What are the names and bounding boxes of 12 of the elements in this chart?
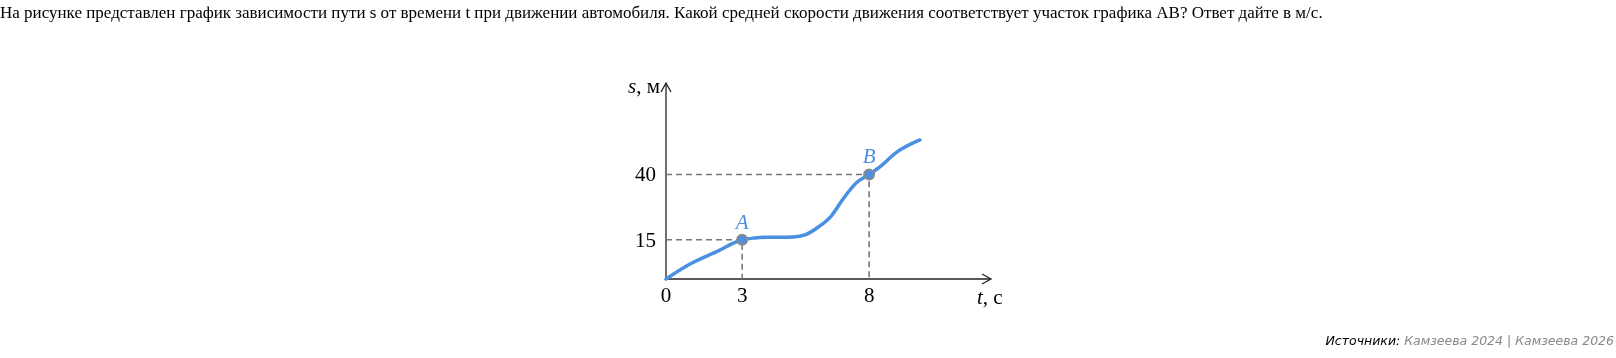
x-tick-label: 0	[660, 283, 672, 307]
text: Источники: Камзеева 2024 | Камзеева 2026	[1325, 333, 1614, 348]
chart-title: На рисунке представлен график зависимости пути s от времени t при движении автомобиля. Какой средней скорости движения соответствует участок графика AB? Ответ дайте в м/с.	[0, 2, 1324, 24]
y-axis-title: s, м	[628, 74, 660, 98]
annotation: B	[862, 144, 876, 169]
x-tick-label: 3	[736, 283, 748, 307]
y-tick-label: 40	[635, 162, 656, 187]
annotation: A	[733, 209, 749, 234]
x-axis-title: t, с	[977, 285, 1003, 309]
x-tick-label: 8	[863, 283, 875, 307]
y-tick-label: 15	[635, 227, 656, 252]
line-series	[664, 138, 922, 281]
